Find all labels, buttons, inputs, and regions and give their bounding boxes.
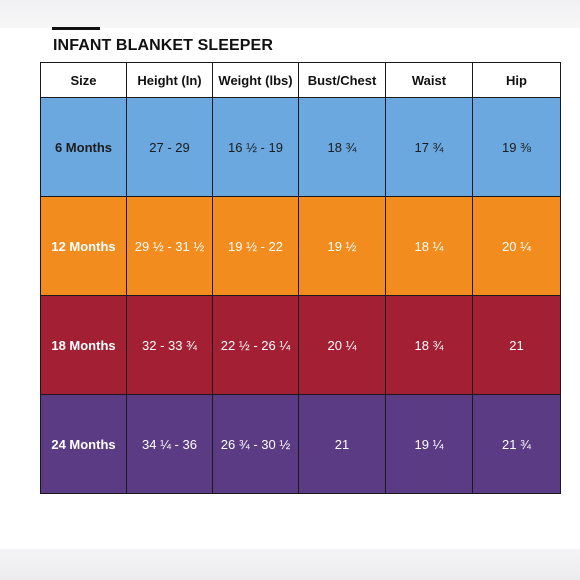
header-size: Size [40,62,127,98]
weight-cell: 26 ¾ - 30 ½ [212,394,299,494]
bust-cell: 19 ½ [298,196,386,296]
bottom-shade [0,549,580,580]
weight-cell: 22 ½ - 26 ¼ [212,295,299,395]
bust-cell: 18 ¾ [298,97,386,197]
hip-cell: 21 [472,295,561,395]
table-row: 12 Months 29 ½ - 31 ½ 19 ½ - 22 19 ½ 18 … [40,196,561,296]
header-waist: Waist [385,62,473,98]
header-bust-chest: Bust/Chest [298,62,386,98]
table-row: 6 Months 27 - 29 16 ½ - 19 18 ¾ 17 ¾ 19 … [40,97,561,197]
header-weight: Weight (lbs) [212,62,299,98]
weight-cell: 19 ½ - 22 [212,196,299,296]
hip-cell: 21 ¾ [472,394,561,494]
waist-cell: 18 ¼ [385,196,473,296]
size-cell: 18 Months [40,295,127,395]
chart-title: INFANT BLANKET SLEEPER [53,37,273,54]
size-chart-table: Size Height (In) Weight (lbs) Bust/Chest… [40,62,561,494]
header-row: Size Height (In) Weight (lbs) Bust/Chest… [40,62,561,98]
size-cell: 12 Months [40,196,127,296]
waist-cell: 19 ¼ [385,394,473,494]
size-cell: 6 Months [40,97,127,197]
title-accent-bar [52,27,100,30]
header-hip: Hip [472,62,561,98]
waist-cell: 17 ¾ [385,97,473,197]
height-cell: 29 ½ - 31 ½ [126,196,213,296]
bust-cell: 21 [298,394,386,494]
table-row: 24 Months 34 ¼ - 36 26 ¾ - 30 ½ 21 19 ¼ … [40,394,561,494]
height-cell: 34 ¼ - 36 [126,394,213,494]
top-shade [0,0,580,28]
height-cell: 32 - 33 ¾ [126,295,213,395]
height-cell: 27 - 29 [126,97,213,197]
waist-cell: 18 ¾ [385,295,473,395]
header-height: Height (In) [126,62,213,98]
hip-cell: 19 ⅜ [472,97,561,197]
hip-cell: 20 ¼ [472,196,561,296]
size-cell: 24 Months [40,394,127,494]
bust-cell: 20 ¼ [298,295,386,395]
table-row: 18 Months 32 - 33 ¾ 22 ½ - 26 ¼ 20 ¼ 18 … [40,295,561,395]
weight-cell: 16 ½ - 19 [212,97,299,197]
